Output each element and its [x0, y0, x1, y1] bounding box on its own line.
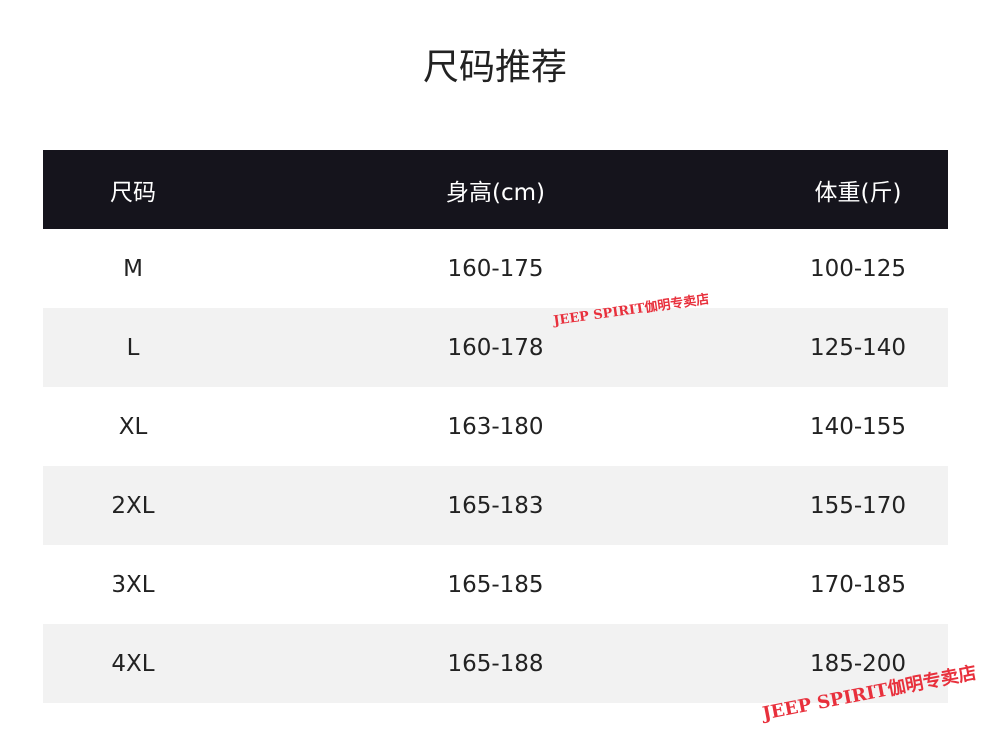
table-row: L 160-178 125-140: [43, 308, 948, 387]
header-weight: 体重(斤): [814, 179, 902, 206]
cell-weight: 170-185: [809, 571, 907, 598]
cell-height: 163-180: [447, 413, 544, 440]
cell-weight: 155-170: [809, 492, 907, 519]
cell-height: 165-188: [447, 650, 544, 677]
cell-height: 165-185: [447, 571, 544, 598]
table-row: 2XL 165-183 155-170: [43, 466, 948, 545]
cell-weight: 140-155: [809, 413, 907, 440]
cell-size: 2XL: [111, 492, 155, 519]
table-row: 4XL 165-188 185-200: [43, 624, 948, 703]
table-row: 3XL 165-185 170-185: [43, 545, 948, 624]
cell-height: 165-183: [447, 492, 544, 519]
size-table: 尺码 身高(cm) 体重(斤) M 160-175 100-125 L 160-178 1…: [43, 150, 948, 703]
table-row: XL 163-180 140-155: [43, 387, 948, 466]
table-row: M 160-175 100-125: [43, 229, 948, 308]
cell-weight: 125-140: [809, 334, 907, 361]
table-header: 尺码 身高(cm) 体重(斤): [43, 150, 948, 229]
cell-size: 4XL: [111, 650, 155, 677]
header-size: 尺码: [110, 179, 156, 206]
cell-height: 160-175: [447, 255, 544, 282]
cell-size: 3XL: [111, 571, 155, 598]
cell-size: XL: [118, 413, 148, 440]
cell-height: 160-178: [447, 334, 544, 361]
cell-weight: 185-200: [809, 650, 907, 677]
cell-weight: 100-125: [809, 255, 907, 282]
page-title: 尺码推荐: [422, 47, 567, 88]
cell-size: M: [123, 255, 143, 282]
header-height: 身高(cm): [446, 179, 545, 206]
cell-size: L: [126, 334, 140, 361]
